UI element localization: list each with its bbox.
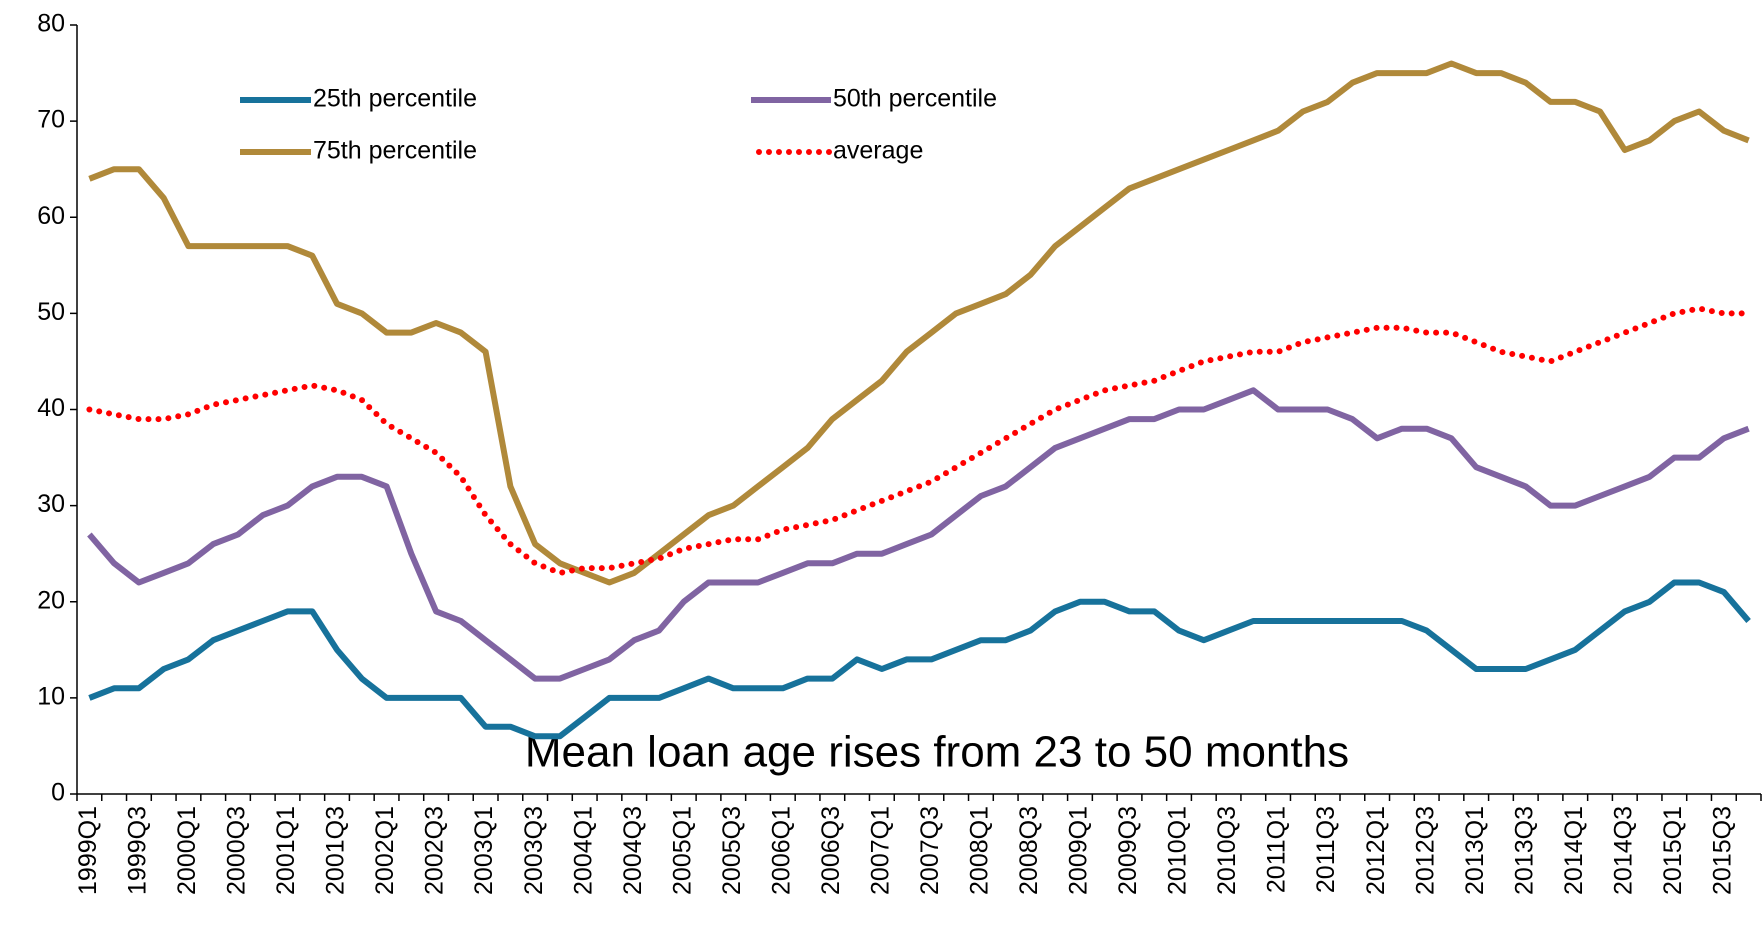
x-tick-label: 2011Q1 [1263,806,1291,893]
x-tick-label: 2000Q1 [173,806,201,895]
y-tick-label: 80 [37,10,65,38]
x-tick-label: 2014Q3 [1609,806,1637,895]
x-tick-label: 2010Q3 [1213,806,1241,895]
x-tick-label: 1999Q3 [124,806,152,895]
x-tick-label: 2012Q3 [1411,806,1439,895]
x-tick-label: 2005Q3 [718,806,746,895]
x-tick-label: 2004Q3 [619,806,647,895]
y-tick-label: 60 [37,202,65,230]
x-tick-label: 2014Q1 [1560,806,1588,895]
x-tick-label: 2012Q1 [1362,806,1390,895]
series-line [88,60,1750,586]
y-tick-label: 20 [37,586,65,614]
x-tick-label: 2015Q1 [1659,806,1687,895]
y-tick-label: 50 [37,298,65,326]
series-line [87,387,1750,682]
x-tick-label: 2008Q1 [966,806,994,895]
legend-label: 75th percentile [313,137,477,165]
series-line [88,579,1751,740]
x-tick-label: 2007Q3 [916,806,944,895]
y-tick-label: 30 [37,490,65,518]
y-tick-label: 10 [37,682,65,710]
series-line [86,305,1752,576]
x-tick-label: 2003Q3 [520,806,548,895]
x-tick-label: 2003Q1 [470,806,498,895]
x-tick-label: 2000Q3 [223,806,251,895]
x-tick-label: 2001Q3 [322,806,350,895]
x-tick-label: 2006Q3 [817,806,845,895]
x-tick-label: 2008Q3 [1015,806,1043,895]
x-tick-label: 2007Q1 [866,806,894,895]
y-tick-label: 70 [37,106,65,134]
x-tick-label: 2010Q1 [1164,806,1192,895]
x-tick-label: 2009Q3 [1114,806,1142,895]
x-tick-label: 2002Q1 [371,806,399,895]
x-tick-label: 2015Q3 [1708,806,1736,895]
legend-label: average [833,137,923,165]
x-tick-label: 2011Q3 [1312,806,1340,893]
x-tick-label: 2013Q1 [1461,806,1489,895]
x-tick-label: 2004Q1 [569,806,597,895]
y-tick-label: 0 [51,779,65,807]
legend-label: 25th percentile [313,85,477,113]
y-tick-label: 40 [37,394,65,422]
x-tick-label: 2009Q1 [1065,806,1093,895]
x-tick-label: 2006Q1 [767,806,795,895]
x-tick-label: 2013Q3 [1510,806,1538,895]
x-tick-label: 2005Q1 [668,806,696,895]
x-tick-label: 2001Q1 [272,806,300,895]
x-tick-label: 1999Q1 [74,806,102,895]
annotation: Mean loan age rises from 23 to 50 months [525,728,1349,777]
legend-label: 50th percentile [833,85,997,113]
x-tick-label: 2002Q3 [421,806,449,895]
